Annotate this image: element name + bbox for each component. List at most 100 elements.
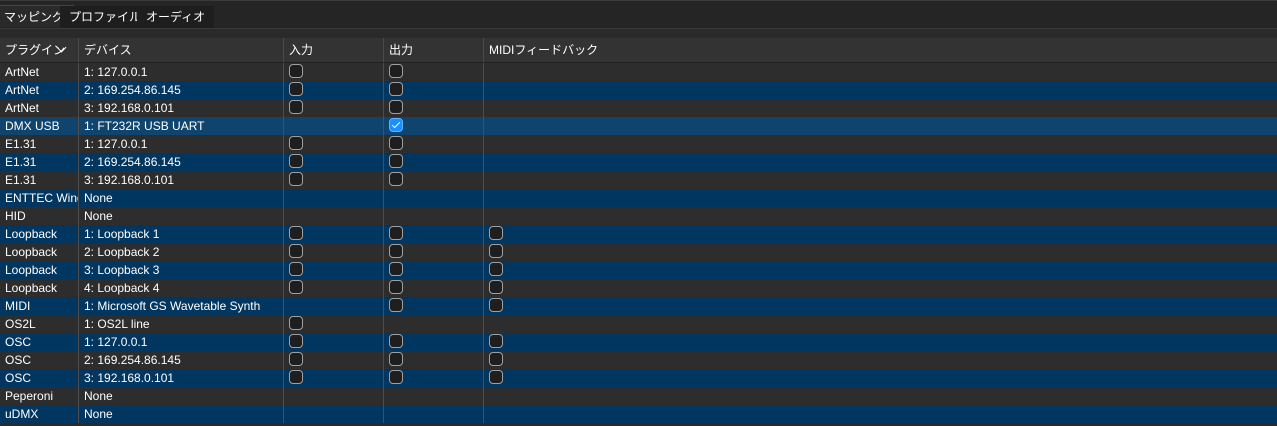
output-cell	[384, 261, 484, 279]
feedback-cell	[484, 81, 1277, 99]
input-checkbox[interactable]	[289, 154, 303, 168]
table-row[interactable]: Peperoni None	[0, 387, 1277, 405]
device-cell: 3: Loopback 3	[79, 261, 284, 279]
table-row[interactable]: E1.31 2: 169.254.86.145	[0, 153, 1277, 171]
device-cell: None	[79, 387, 284, 405]
plugin-cell: ArtNet	[0, 81, 79, 99]
plugin-cell: Loopback	[0, 243, 79, 261]
device-cell: 1: OS2L line	[79, 315, 284, 333]
output-checkbox[interactable]	[389, 136, 403, 150]
input-checkbox[interactable]	[289, 262, 303, 276]
input-checkbox[interactable]	[289, 136, 303, 150]
table-row[interactable]: OSC 2: 169.254.86.145	[0, 351, 1277, 369]
plugin-cell: OS2L	[0, 315, 79, 333]
plugin-cell: E1.31	[0, 135, 79, 153]
input-checkbox[interactable]	[289, 370, 303, 384]
output-checkbox[interactable]	[389, 262, 403, 276]
table-row[interactable]: OS2L 1: OS2L line	[0, 315, 1277, 333]
tab-profiles[interactable]: プロファイル	[60, 6, 151, 28]
output-cell	[384, 279, 484, 297]
table-row[interactable]: DMX USB 1: FT232R USB UART	[0, 117, 1277, 135]
table-row[interactable]: ENTTEC Wing None	[0, 189, 1277, 207]
feedback-checkbox[interactable]	[489, 226, 503, 240]
plugin-cell: OSC	[0, 333, 79, 351]
output-checkbox[interactable]	[389, 370, 403, 384]
column-header-feedback[interactable]: MIDIフィードバック	[489, 43, 599, 57]
input-checkbox[interactable]	[289, 82, 303, 96]
input-checkbox[interactable]	[289, 64, 303, 78]
feedback-checkbox[interactable]	[489, 244, 503, 258]
output-checkbox[interactable]	[389, 154, 403, 168]
device-cell: 1: Microsoft GS Wavetable Synth	[79, 297, 284, 315]
output-checkbox[interactable]	[389, 82, 403, 96]
input-cell	[284, 153, 384, 171]
table-row[interactable]: Loopback 1: Loopback 1	[0, 225, 1277, 243]
feedback-checkbox[interactable]	[489, 334, 503, 348]
device-cell: None	[79, 405, 284, 423]
column-header-plugin[interactable]: プラグイン	[0, 38, 79, 62]
output-checkbox[interactable]	[389, 118, 403, 132]
output-checkbox[interactable]	[389, 64, 403, 78]
input-checkbox[interactable]	[289, 280, 303, 294]
feedback-cell	[484, 189, 1277, 207]
output-checkbox[interactable]	[389, 100, 403, 114]
feedback-cell	[484, 405, 1277, 423]
plugin-cell: Loopback	[0, 279, 79, 297]
table-row[interactable]: OSC 1: 127.0.0.1	[0, 333, 1277, 351]
feedback-cell	[484, 369, 1277, 387]
table-row[interactable]: E1.31 3: 192.168.0.101	[0, 171, 1277, 189]
input-checkbox[interactable]	[289, 172, 303, 186]
table-row[interactable]: ArtNet 3: 192.168.0.101	[0, 99, 1277, 117]
column-header-input[interactable]: 入力	[284, 38, 384, 62]
input-cell	[284, 99, 384, 117]
output-cell	[384, 387, 484, 405]
plugin-cell: Loopback	[0, 261, 79, 279]
column-header-device[interactable]: デバイス	[79, 38, 284, 62]
device-cell: 1: 127.0.0.1	[79, 63, 284, 81]
table-row[interactable]: uDMX None	[0, 405, 1277, 423]
output-checkbox[interactable]	[389, 226, 403, 240]
feedback-cell	[484, 387, 1277, 405]
input-checkbox[interactable]	[289, 334, 303, 348]
input-cell	[284, 261, 384, 279]
output-cell	[384, 225, 484, 243]
feedback-checkbox[interactable]	[489, 280, 503, 294]
tab-audio[interactable]: オーディオ	[137, 6, 215, 28]
input-checkbox[interactable]	[289, 226, 303, 240]
tab-mapping[interactable]: マッピング	[0, 5, 75, 27]
input-checkbox[interactable]	[289, 316, 303, 330]
input-checkbox[interactable]	[289, 100, 303, 114]
feedback-cell	[484, 135, 1277, 153]
output-checkbox[interactable]	[389, 244, 403, 258]
table-row[interactable]: Loopback 3: Loopback 3	[0, 261, 1277, 279]
table-row[interactable]: OSC 3: 192.168.0.101	[0, 369, 1277, 387]
table-row[interactable]: ArtNet 1: 127.0.0.1	[0, 63, 1277, 81]
input-cell	[284, 189, 384, 207]
feedback-checkbox[interactable]	[489, 298, 503, 312]
input-checkbox[interactable]	[289, 244, 303, 258]
feedback-cell	[484, 297, 1277, 315]
feedback-checkbox[interactable]	[489, 352, 503, 366]
output-checkbox[interactable]	[389, 334, 403, 348]
output-cell	[384, 171, 484, 189]
output-checkbox[interactable]	[389, 352, 403, 366]
input-cell	[284, 315, 384, 333]
device-cell: 2: Loopback 2	[79, 243, 284, 261]
table-row[interactable]: HID None	[0, 207, 1277, 225]
table-row[interactable]: Loopback 4: Loopback 4	[0, 279, 1277, 297]
feedback-checkbox[interactable]	[489, 262, 503, 276]
input-cell	[284, 135, 384, 153]
output-checkbox[interactable]	[389, 298, 403, 312]
table-row[interactable]: E1.31 1: 127.0.0.1	[0, 135, 1277, 153]
table-row[interactable]: MIDI 1: Microsoft GS Wavetable Synth	[0, 297, 1277, 315]
column-header-output[interactable]: 出力	[384, 38, 484, 62]
table-row[interactable]: ArtNet 2: 169.254.86.145	[0, 81, 1277, 99]
feedback-checkbox[interactable]	[489, 370, 503, 384]
table-row[interactable]: Loopback 2: Loopback 2	[0, 243, 1277, 261]
device-cell: 4: Loopback 4	[79, 279, 284, 297]
output-checkbox[interactable]	[389, 280, 403, 294]
output-cell	[384, 153, 484, 171]
output-checkbox[interactable]	[389, 172, 403, 186]
input-checkbox[interactable]	[289, 352, 303, 366]
output-cell	[384, 243, 484, 261]
